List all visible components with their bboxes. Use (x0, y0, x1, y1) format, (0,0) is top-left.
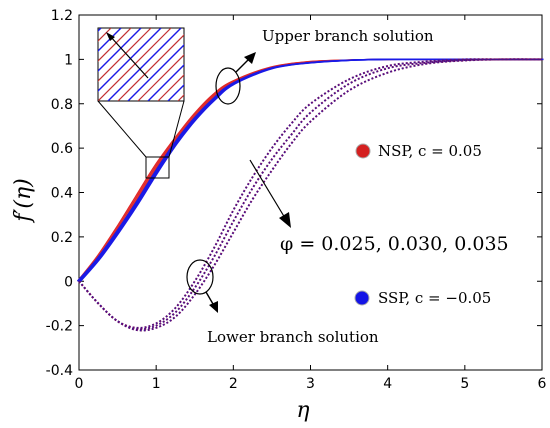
inset-ssp-line (127, 44, 184, 101)
upper-ellipse (215, 67, 241, 105)
y-tick-label: -0.2 (46, 319, 73, 335)
phi-arrow (249, 159, 286, 219)
x-tick-label: 0 (75, 376, 84, 392)
curves (76, 58, 544, 332)
legend-label-ssp: SSP, c = −0.05 (378, 289, 491, 307)
x-tick-label: 2 (229, 376, 238, 392)
y-tick-label: -0.4 (46, 363, 73, 379)
inset-arrow (109, 35, 149, 79)
y-tick-label: 0 (64, 274, 73, 290)
axis-ticks: 0 1 2 3 4 5 6 -0.4 -0.2 0 0.2 0.4 0.6 0.8 1 1.2 (46, 8, 547, 392)
phi-label: φ = 0.025, 0.030, 0.035 (280, 233, 509, 255)
y-tick-label: 0.2 (51, 230, 73, 246)
legend-marker-ssp (354, 290, 370, 306)
inset-lines (98, 28, 184, 101)
inset-nsp-line (98, 28, 172, 101)
y-tick-label: 1 (64, 52, 73, 68)
x-axis-label: η (296, 398, 309, 423)
upper-arrow (235, 57, 251, 73)
inset-ssp-line (98, 28, 142, 72)
x-tick-label: 5 (460, 376, 469, 392)
y-axis-label: f′(η) (11, 178, 36, 223)
inset-ssp-line (98, 28, 122, 52)
inset-nsp-line (157, 74, 184, 101)
lower-branch-line-overlay (78, 58, 542, 329)
inset-nsp-line (117, 34, 184, 101)
lower-arrow (205, 291, 214, 305)
phi-arrow-head (279, 212, 291, 228)
x-tick-label: 3 (306, 376, 315, 392)
zoom-connector-left (97, 100, 147, 158)
inset-nsp-line (137, 54, 184, 101)
inset-arrow-head (106, 32, 115, 41)
inset-ssp-line (98, 28, 162, 92)
inset-ssp-line (107, 28, 182, 101)
x-tick-label: 1 (152, 376, 161, 392)
lower-branch-label: Lower branch solution (207, 328, 379, 346)
lower-arrow-head (209, 301, 218, 313)
x-tick-label: 6 (538, 376, 547, 392)
y-tick-label: 0.8 (51, 97, 73, 113)
zoom-connector-right (168, 100, 185, 158)
upper-branch-label: Upper branch solution (262, 27, 434, 45)
legend: NSP, c = 0.05 SSP, c = −0.05 (354, 142, 491, 307)
upper-branch-ssp-line (79, 58, 544, 282)
zoom-inset (97, 27, 185, 179)
inset-nsp-line (98, 28, 112, 42)
upper-arrow-head (244, 52, 256, 64)
legend-label-nsp: NSP, c = 0.05 (378, 142, 482, 160)
y-tick-label: 0.6 (51, 141, 73, 157)
inset-ssp-line (167, 84, 184, 101)
zoom-region (145, 156, 170, 179)
y-tick-label: 0.4 (51, 186, 73, 202)
lower-branch-line-overlay (78, 58, 543, 331)
inset-nsp-line (98, 28, 152, 82)
x-tick-label: 4 (383, 376, 392, 392)
inset-nsp-line (98, 28, 132, 62)
inset-ssp-line (147, 64, 184, 101)
y-tick-label: 1.2 (51, 8, 73, 24)
lower-ellipse (186, 259, 214, 295)
lower-branch-line-overlay (78, 58, 543, 330)
legend-marker-nsp (355, 143, 371, 159)
